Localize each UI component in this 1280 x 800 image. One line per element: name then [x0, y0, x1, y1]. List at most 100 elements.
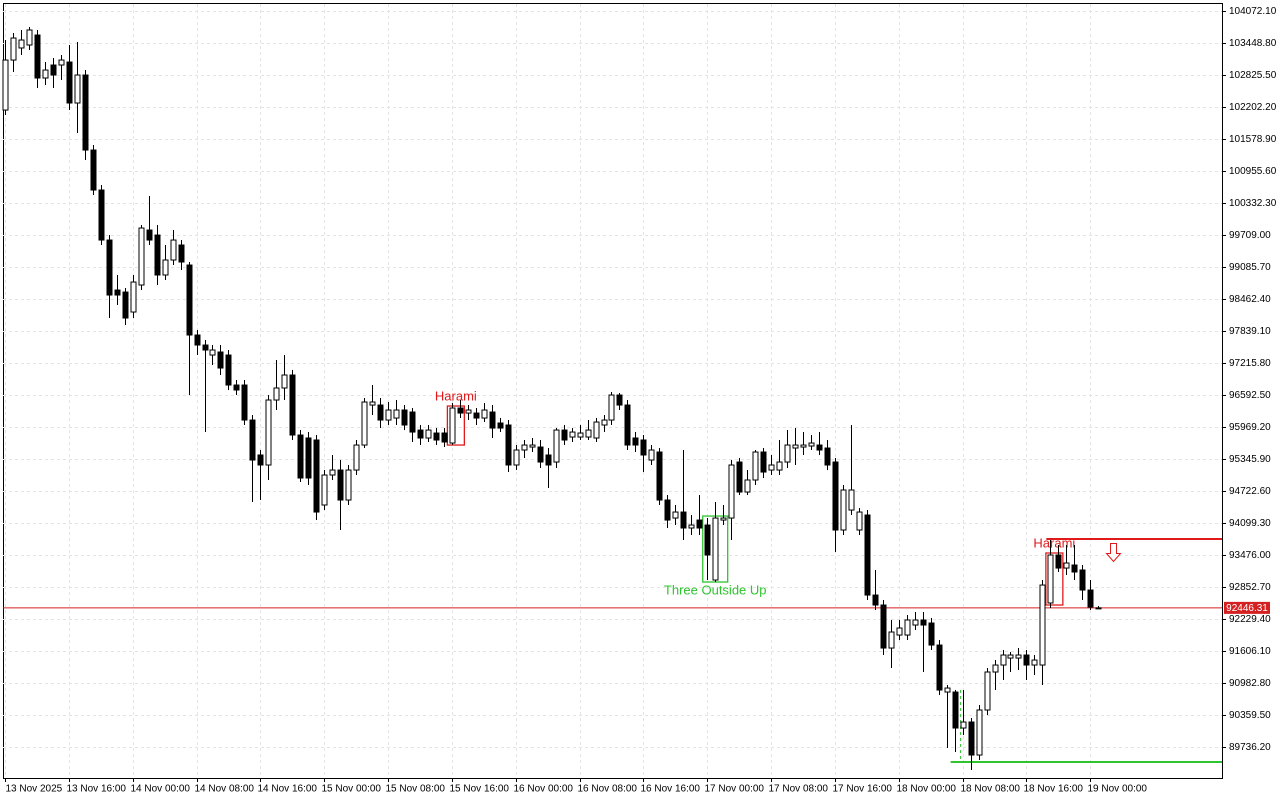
candle-body	[449, 407, 456, 444]
candle-body	[393, 409, 400, 419]
candle-body	[1031, 659, 1038, 666]
candle-body	[1007, 654, 1014, 659]
candle-body	[1063, 562, 1070, 569]
candle-body	[960, 721, 967, 729]
candle-body	[122, 291, 129, 319]
candle-body	[289, 374, 296, 436]
x-tick-label: 16 Nov 00:00	[514, 784, 574, 795]
candle-body	[545, 454, 552, 466]
candle-body	[529, 444, 536, 448]
candle-body	[202, 344, 209, 351]
candle-body	[1095, 607, 1102, 610]
candle-body	[848, 489, 855, 511]
candle-body	[776, 461, 783, 471]
x-tick-label: 17 Nov 08:00	[769, 784, 829, 795]
candle-body	[130, 281, 137, 313]
candle-body	[888, 631, 895, 649]
candle-body	[513, 449, 520, 466]
candle-body	[321, 474, 328, 506]
candle-body	[664, 499, 671, 521]
candle-body	[337, 469, 344, 501]
candle-body	[880, 604, 887, 649]
x-tick-label: 17 Nov 00:00	[705, 784, 765, 795]
candle-body	[920, 619, 927, 626]
candle-body	[1071, 564, 1078, 573]
candle-body	[864, 514, 871, 596]
y-tick-label: 97215.80	[1229, 358, 1271, 369]
candle-body	[648, 449, 655, 461]
candle-body	[273, 387, 280, 401]
y-tick-label: 95345.90	[1229, 454, 1271, 465]
candle-body	[66, 61, 73, 104]
candle-body	[712, 517, 719, 581]
candle-body	[505, 424, 512, 466]
candle-body	[329, 469, 336, 476]
candle-body	[1023, 654, 1030, 666]
candle-body	[225, 354, 232, 386]
candle-body	[968, 721, 975, 756]
y-tick-label: 96592.50	[1229, 390, 1271, 401]
candle-body	[481, 409, 488, 419]
y-tick-label: 102202.20	[1229, 102, 1277, 113]
y-tick-label: 99709.00	[1229, 230, 1271, 241]
candle-body	[178, 244, 185, 263]
x-tick-label: 15 Nov 08:00	[386, 784, 446, 795]
candle-body	[569, 431, 576, 438]
candle-body	[928, 622, 935, 646]
grid: 104072.10 103448.80 102825.50 102202.20 1015…	[3, 4, 1277, 795]
candle-body	[154, 234, 161, 276]
candle-body	[265, 399, 272, 466]
x-tick-label: 14 Nov 00:00	[131, 784, 191, 795]
candle-body	[728, 464, 735, 519]
candle-body	[912, 619, 919, 626]
y-tick-label: 102825.50	[1229, 70, 1277, 81]
y-tick-label: 97839.10	[1229, 326, 1271, 337]
candle-body	[1000, 654, 1007, 666]
candle-body	[680, 511, 687, 529]
last-price-tag	[1224, 601, 1270, 614]
x-tick-label: 18 Nov 00:00	[897, 784, 957, 795]
overlay: Harami Three Outside Up Harami 92446.31	[3, 388, 1270, 764]
pattern-box	[1045, 552, 1064, 606]
candle-body	[417, 429, 424, 439]
x-tick-label: 13 Nov 16:00	[67, 784, 127, 795]
candle-body	[632, 437, 639, 446]
y-tick-label: 100955.60	[1229, 166, 1277, 177]
candle-body	[106, 239, 113, 296]
candle-body	[281, 374, 288, 389]
candle-body	[537, 446, 544, 463]
candle-body	[369, 401, 376, 406]
candle-body	[10, 37, 17, 61]
candle-body	[832, 461, 839, 531]
y-tick-label: 91606.10	[1229, 646, 1271, 657]
candle-body	[217, 351, 224, 369]
candle-body	[2, 59, 9, 111]
candle-body	[808, 442, 815, 447]
x-tick-label: 14 Nov 08:00	[195, 784, 255, 795]
candle-body	[696, 519, 703, 529]
pattern-label: Harami	[1033, 535, 1075, 550]
candle-body	[401, 409, 408, 426]
candle-body	[984, 671, 991, 711]
candle-body	[856, 511, 863, 531]
x-tick-label: 14 Nov 16:00	[258, 784, 318, 795]
candle-body	[688, 524, 695, 529]
candle-body	[736, 461, 743, 493]
candle-body	[98, 189, 105, 241]
candle-body	[377, 404, 384, 421]
y-tick-label: 104072.10	[1229, 6, 1277, 17]
candle-body	[249, 419, 256, 461]
candle-body	[473, 412, 480, 419]
candle-body	[26, 29, 33, 46]
candle-body	[186, 264, 193, 336]
candle-body	[656, 451, 663, 501]
candle-body	[672, 511, 679, 519]
y-tick-label: 94722.60	[1229, 486, 1271, 497]
candle-body	[465, 409, 472, 414]
candle-body	[313, 439, 320, 513]
candle-body	[90, 149, 97, 191]
candle-body	[194, 334, 201, 346]
pattern-box	[446, 405, 466, 446]
candle-body	[585, 429, 592, 438]
